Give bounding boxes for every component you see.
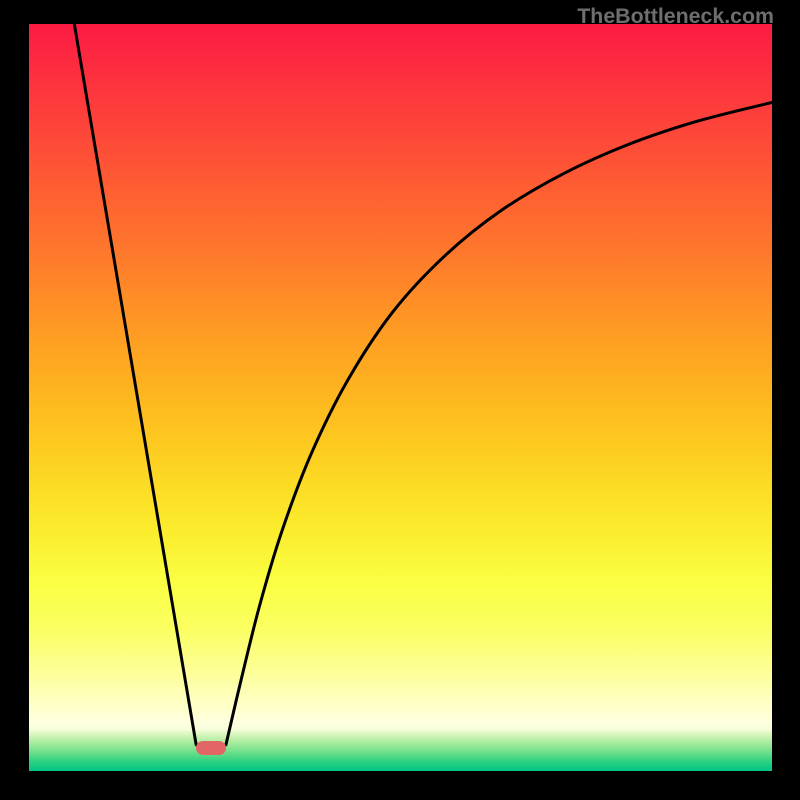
left-line-segment: [74, 24, 196, 745]
watermark-text: TheBottleneck.com: [577, 4, 774, 29]
vertex-marker: [196, 741, 226, 755]
plot-area: [29, 24, 772, 771]
curve-layer: [29, 24, 772, 771]
chart-frame: TheBottleneck.com: [0, 0, 800, 800]
right-curve-segment: [226, 102, 772, 744]
